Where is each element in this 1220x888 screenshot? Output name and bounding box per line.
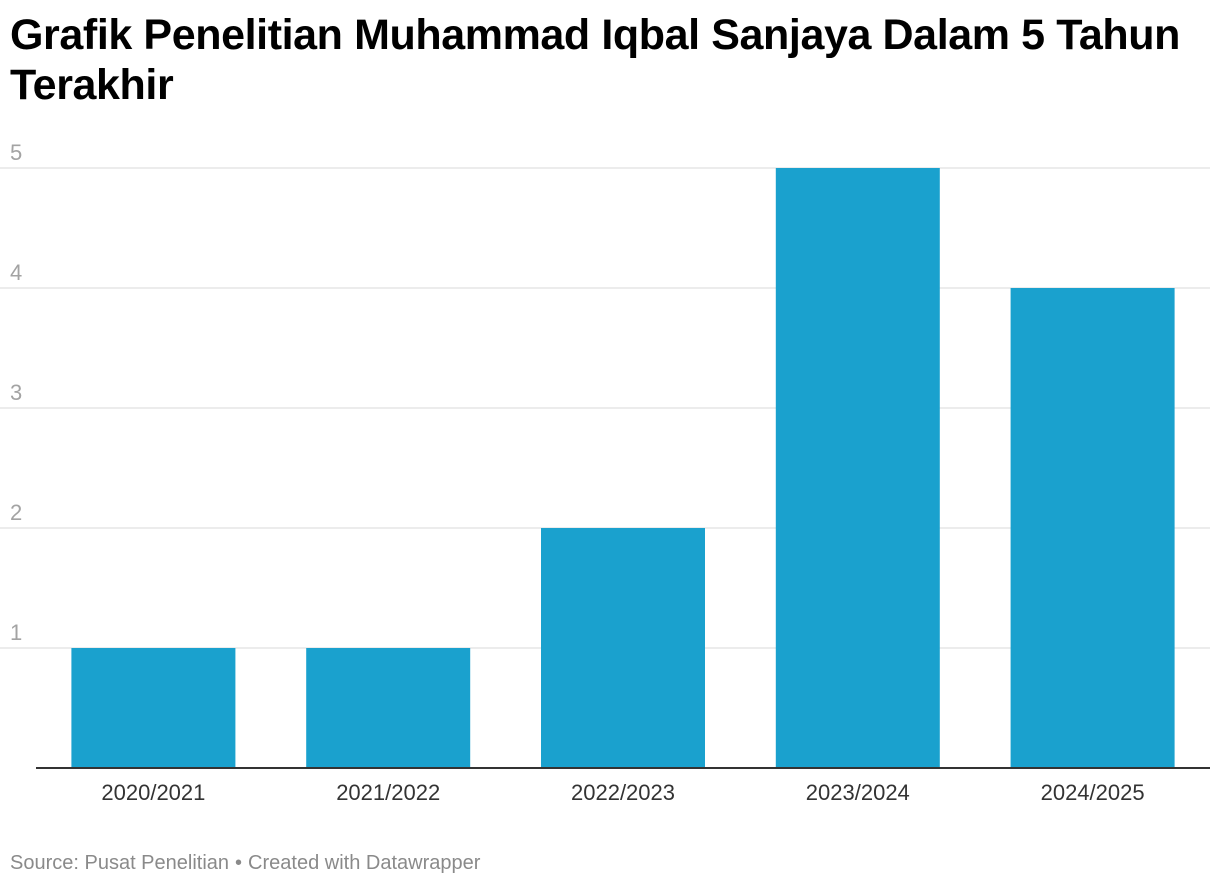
bars — [71, 168, 1175, 768]
bar — [775, 168, 940, 768]
bar — [541, 528, 705, 768]
y-tick-label: 2 — [10, 500, 22, 525]
bar — [1010, 288, 1175, 768]
bar — [71, 648, 236, 768]
credit-note: Created with Datawrapper — [248, 852, 481, 874]
y-axis-tick-labels: 1 2 3 4 5 — [10, 140, 22, 645]
x-tick-label: 2023/2024 — [806, 780, 910, 805]
y-tick-label: 3 — [10, 380, 22, 405]
chart-footer: Source: Pusat Penelitian • Created with Da… — [10, 852, 480, 875]
x-tick-label: 2022/2023 — [571, 780, 675, 805]
source-note: Source: Pusat Penelitian — [10, 852, 230, 874]
x-tick-label: 2024/2025 — [1041, 780, 1145, 805]
y-tick-label: 5 — [10, 140, 22, 165]
footer-separator: • — [235, 852, 243, 874]
x-tick-label: 2020/2021 — [101, 780, 205, 805]
x-tick-label: 2021/2022 — [336, 780, 440, 805]
y-tick-label: 4 — [10, 260, 22, 285]
chart-title: Grafik Penelitian Muhammad Iqbal Sanjaya… — [10, 11, 1180, 109]
x-axis-tick-labels: 2020/2021 2021/2022 2022/2023 2023/2024 2024… — [101, 780, 1144, 805]
y-tick-label: 1 — [10, 620, 22, 645]
bar — [306, 648, 471, 768]
